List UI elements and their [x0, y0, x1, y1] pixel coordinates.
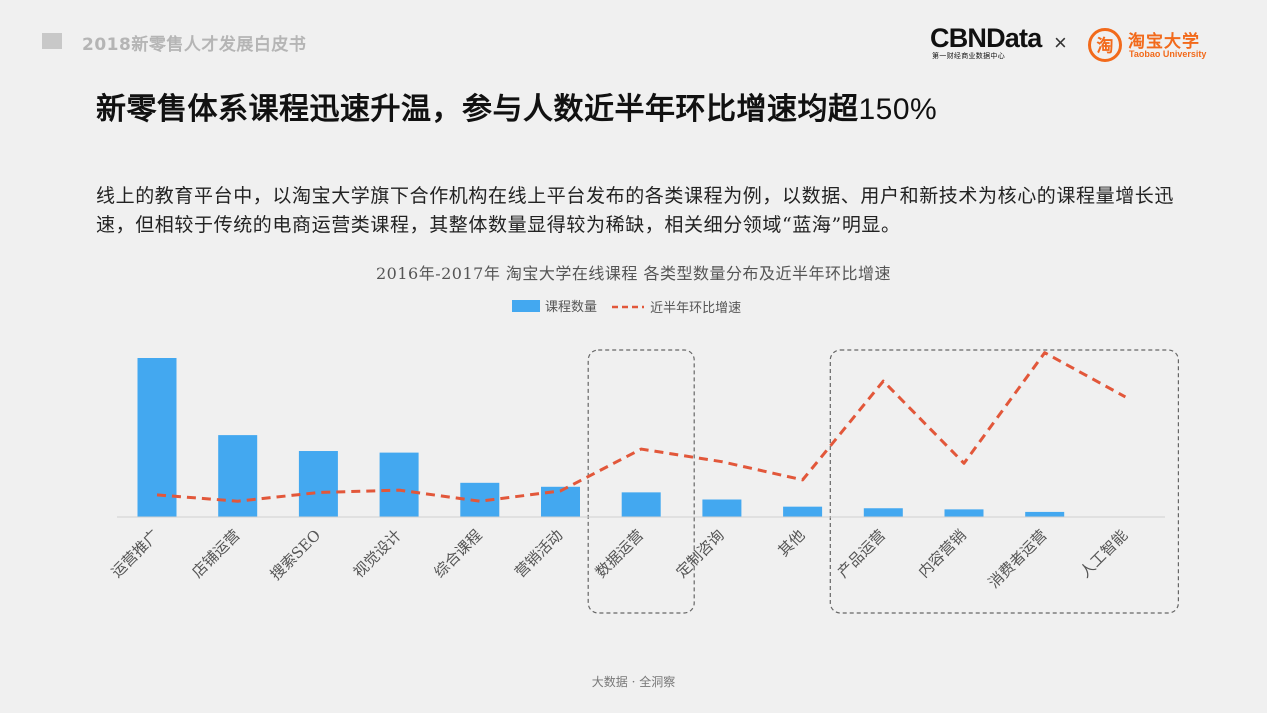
legend-label-course-count: 课程数量 — [545, 300, 598, 315]
chart-title: 2016年-2017年 淘宝大学在线课程 各类型数量分布及近半年环比增速 — [375, 264, 892, 283]
legend-line-swatch — [612, 305, 645, 308]
taobao-university-logo-icon: 淘 — [1087, 27, 1123, 67]
x-tick-label-9: 其他 — [774, 526, 808, 560]
cbndata-logo: CBNData 第一财经商业数据中心 — [930, 23, 1042, 61]
report-title: 2018新零售人才发展白皮书 — [82, 35, 307, 55]
legend-label-growth-rate: 近半年环比增速 — [650, 301, 742, 316]
x-tick-label-7: 数据运营 — [592, 526, 647, 581]
slide-title: 新零售体系课程迅速升温，参与人数近半年环比增速均超150% — [96, 84, 937, 128]
x-tick-label-2: 店铺运营 — [188, 526, 243, 581]
highlight-box-2 — [829, 349, 1179, 614]
x-tick-label-11: 内容营销 — [915, 526, 970, 581]
logo-separator: × — [1054, 30, 1067, 55]
taobao-university-logo-text: 淘宝大学 — [1128, 32, 1200, 52]
cbndata-logo-word: CBNData — [930, 23, 1042, 53]
bar-7 — [621, 492, 661, 517]
x-tick-label-3: 搜索SEO — [267, 526, 325, 584]
x-tick-label-12: 消费者运营 — [985, 526, 1051, 592]
cbndata-logo-subtitle: 第一财经商业数据中心 — [932, 52, 1005, 60]
bar-8 — [702, 499, 742, 517]
legend-bar-swatch — [512, 299, 540, 312]
footer-tagline: 大数据 · 全洞察 — [591, 675, 676, 689]
slide-title-main: 新零售体系课程迅速升温，参与人数近半年环比增速均超 — [96, 92, 859, 127]
svg-text:淘: 淘 — [1097, 36, 1114, 57]
slide-body-text: 线上的教育平台中，以淘宝大学旗下合作机构在线上平台发布的各类课程为例，以数据、用… — [96, 185, 1175, 236]
legend-item-growth-rate: 近半年环比增速 — [611, 297, 741, 316]
bar-4 — [379, 452, 419, 517]
bar-10 — [863, 508, 903, 517]
x-tick-label-13: 人工智能 — [1076, 526, 1131, 581]
x-tick-label-6: 营销活动 — [511, 526, 566, 581]
x-tick-label-8: 定制咨询 — [673, 526, 728, 581]
x-tick-label-5: 综合课程 — [430, 526, 485, 581]
bar-2 — [218, 435, 258, 517]
legend-item-course-count: 课程数量 — [512, 296, 597, 315]
bar-3 — [298, 451, 338, 517]
slide-title-percentage: 150% — [858, 93, 938, 126]
x-tick-label-4: 视觉设计 — [350, 526, 405, 581]
header-square-icon — [42, 33, 62, 49]
x-tick-label-1: 运营推广 — [108, 526, 163, 581]
bar-1 — [137, 358, 177, 517]
bar-9 — [783, 506, 823, 517]
bar-11 — [944, 509, 984, 517]
x-tick-label-10: 产品运营 — [834, 526, 889, 581]
highlight-box-1 — [587, 349, 695, 614]
bar-12 — [1025, 511, 1065, 517]
taobao-university-logo-english: Taobao University — [1129, 49, 1207, 59]
chart-legend: 课程数量 近半年环比增速 — [512, 296, 751, 316]
